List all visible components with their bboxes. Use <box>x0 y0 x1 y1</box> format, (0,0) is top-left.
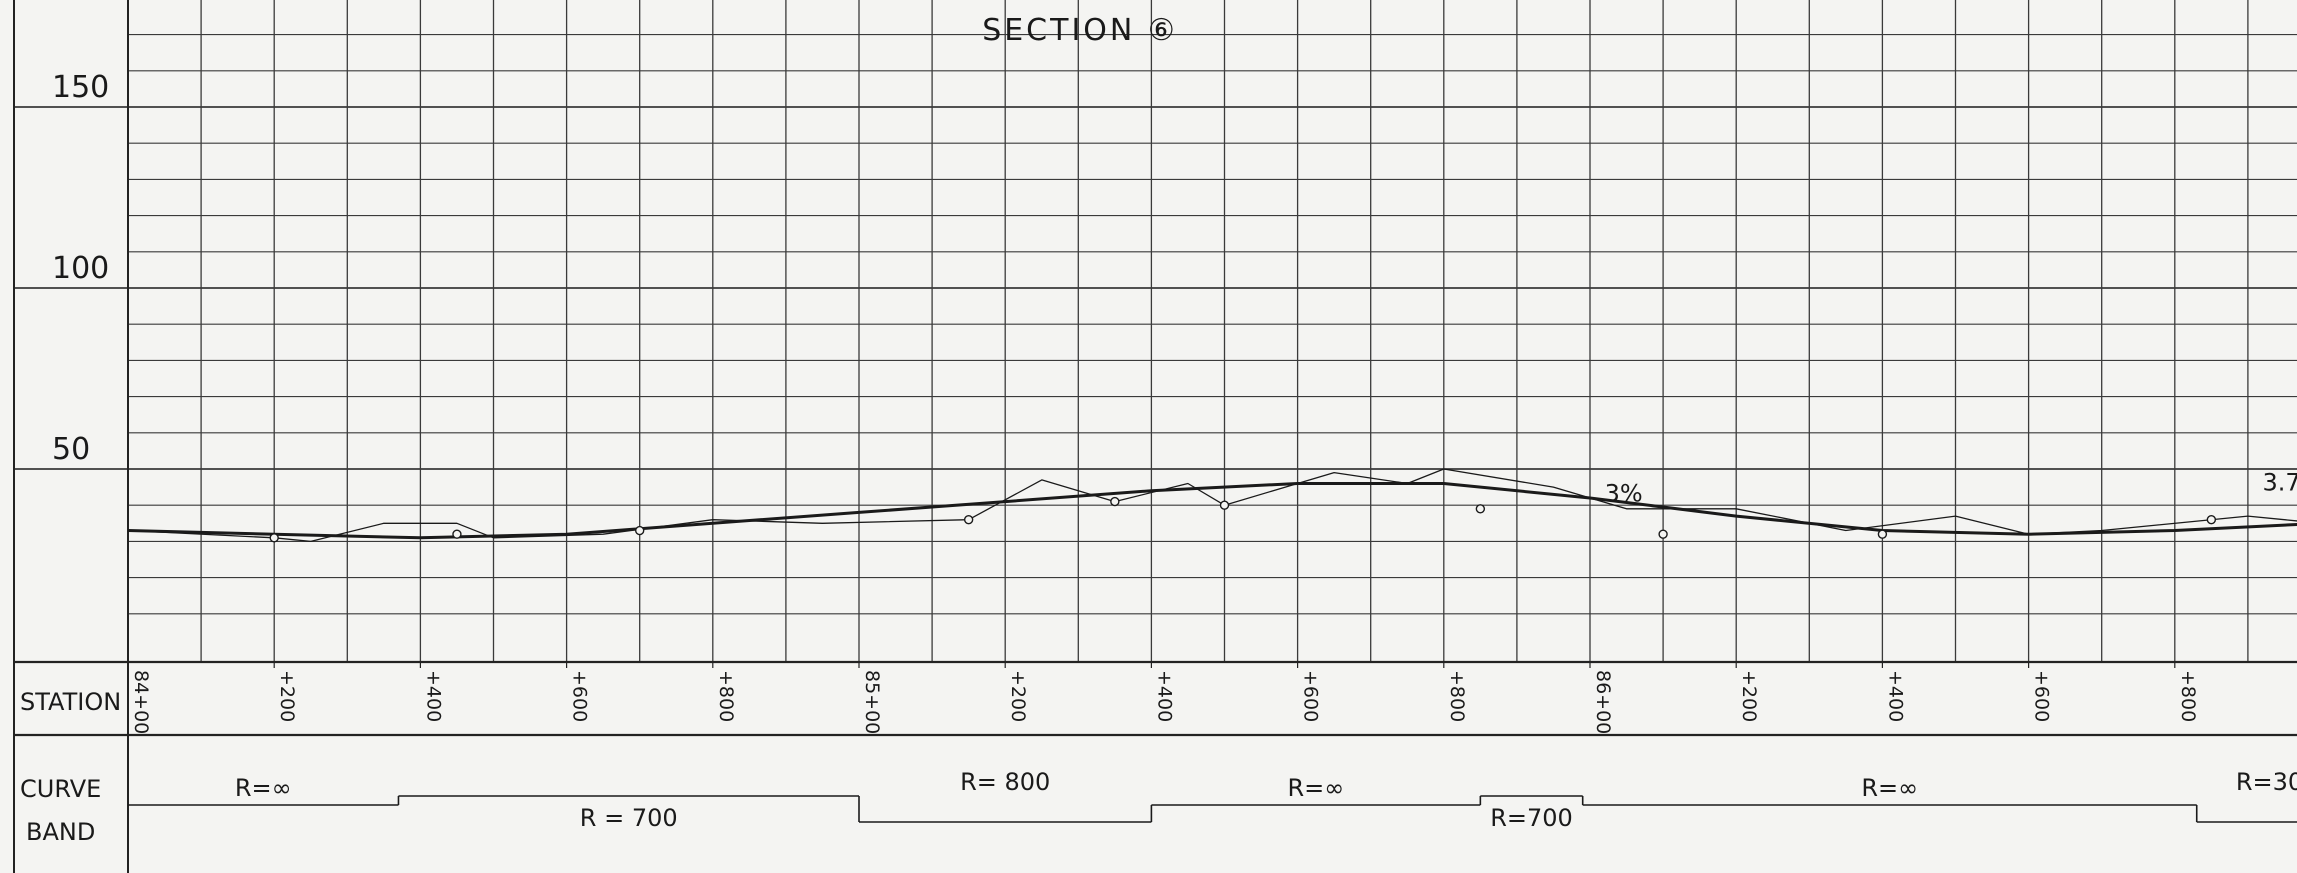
station-label: +600 <box>2031 670 2053 722</box>
survey-point <box>1658 529 1668 539</box>
y-tick-label: 50 <box>52 432 90 467</box>
curve-band-label: R=∞ <box>1287 774 1344 802</box>
annotations: 3% 3.7% <box>1605 469 2297 508</box>
survey-point <box>269 533 279 543</box>
station-label: +400 <box>1153 670 1175 722</box>
station-labels: 84+00 +200 +400 +600 +800 85+00 +200 +400 +600 +8… <box>127 662 2199 734</box>
curve-band-label-line2: BAND <box>26 818 95 846</box>
station-label: +800 <box>2177 670 2199 722</box>
survey-point <box>1110 496 1120 507</box>
curve-band-label: R=∞ <box>235 774 292 802</box>
survey-point <box>635 525 645 536</box>
survey-point <box>2206 514 2217 525</box>
grade-annotation: 3.7% <box>2263 469 2297 497</box>
station-label: 85+00 <box>861 670 883 734</box>
curve-band-label: R=700 <box>1490 804 1573 832</box>
curve-band-label: R=300 <box>2236 768 2297 796</box>
curve-band-label: R = 700 <box>580 804 678 832</box>
survey-point <box>1475 504 1486 514</box>
station-label: +400 <box>422 670 444 722</box>
station-label: +800 <box>1446 670 1468 722</box>
survey-point <box>963 514 974 525</box>
grade-annotation: 3% <box>1605 480 1643 508</box>
survey-point <box>1219 500 1230 510</box>
frame <box>13 0 2297 873</box>
station-label: +200 <box>1007 670 1029 722</box>
survey-points <box>269 496 2217 543</box>
y-tick-label: 100 <box>52 251 109 286</box>
station-label: 84+00 <box>130 670 152 734</box>
curve-band-label: R= 800 <box>960 768 1050 796</box>
series-line-raw <box>127 468 2297 543</box>
station-label: +600 <box>1300 670 1322 722</box>
grid <box>14 0 2297 662</box>
chart-title: SECTION ⑥ <box>982 13 1178 48</box>
station-label: +200 <box>276 670 298 722</box>
y-axis-labels: 150 100 50 <box>52 70 109 467</box>
series-line-smoothed <box>127 482 2297 540</box>
station-label: 86+00 <box>1592 670 1614 734</box>
station-label: +400 <box>1884 670 1906 722</box>
survey-point <box>1877 529 1888 539</box>
curve-band-label-line1: CURVE <box>20 775 101 803</box>
y-tick-label: 150 <box>52 70 109 105</box>
station-label: +200 <box>1738 670 1760 722</box>
series-lines <box>127 468 2297 543</box>
station-label: +800 <box>715 670 737 722</box>
station-row-label: STATION <box>20 688 121 716</box>
survey-point <box>452 529 462 539</box>
station-label: +600 <box>569 670 591 722</box>
curve-band-label: R=∞ <box>1861 774 1918 802</box>
